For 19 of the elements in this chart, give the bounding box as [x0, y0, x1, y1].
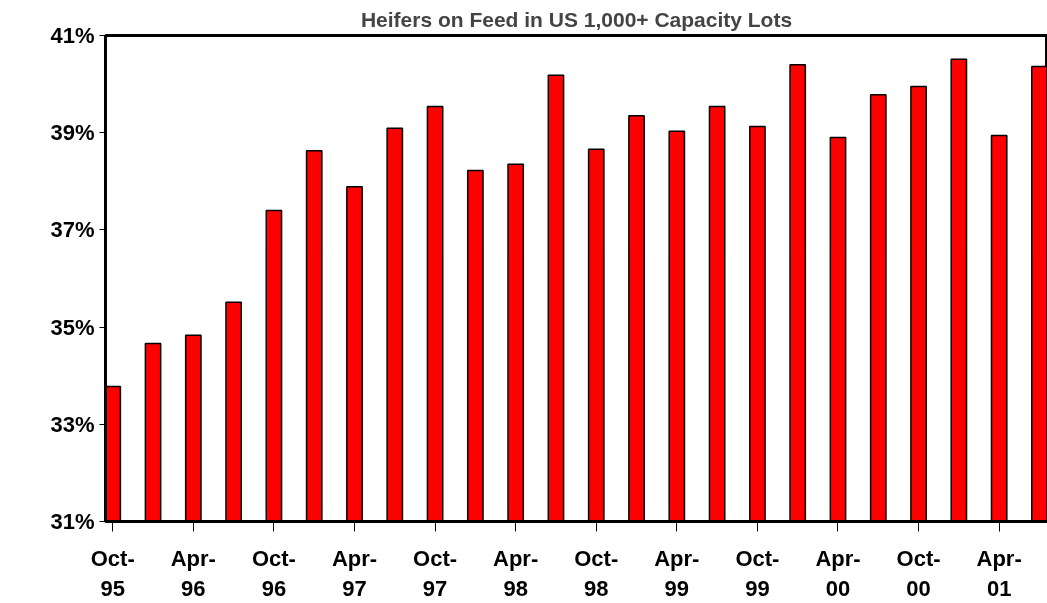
x-tick-label: Apr-00: [815, 545, 861, 601]
x-tick-label: Apr-97: [331, 545, 378, 601]
y-tick-label: 35%: [50, 314, 95, 340]
x-tick-label: Oct-00: [896, 545, 941, 601]
x-tick-label: Apr-96: [170, 545, 216, 601]
chart-title: Heifers on Feed in US 1,000+ Capacity Lots: [360, 7, 793, 31]
x-tick-label: Oct-98: [574, 545, 619, 601]
y-tick-label: 41%: [50, 23, 95, 48]
x-tick-label: Apr-01: [976, 545, 1022, 601]
y-tick-label: 33%: [50, 411, 95, 437]
x-tick-label: Oct-99: [735, 545, 780, 601]
y-tick-label: 39%: [50, 120, 95, 146]
y-tick-label: 31%: [50, 509, 95, 534]
x-tick-label: Oct-96: [251, 545, 296, 601]
x-tick-label: Apr-99: [654, 545, 700, 601]
x-tick-label: Oct-95: [90, 545, 135, 601]
x-tick-label: Apr-98: [493, 545, 539, 601]
y-tick-label: 37%: [50, 217, 95, 243]
x-tick-label: Oct-97: [413, 545, 458, 601]
